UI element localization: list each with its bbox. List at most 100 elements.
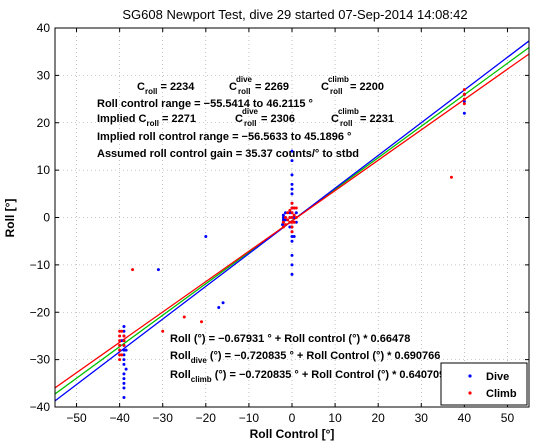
point-dive — [290, 182, 294, 186]
point-dive — [204, 234, 208, 238]
point-dive — [294, 220, 298, 224]
point-dive — [217, 306, 221, 310]
point-dive — [292, 216, 296, 219]
legend-label-climb: Climb — [486, 388, 517, 400]
point-dive — [122, 377, 126, 381]
legend: Dive Climb — [440, 362, 528, 406]
point-climb — [290, 230, 294, 234]
data-points — [118, 88, 466, 400]
gain-text: Assumed roll control gain = 35.37 counts… — [97, 148, 359, 160]
point-dive — [122, 324, 126, 328]
x-tick-label: 10 — [328, 411, 342, 425]
point-dive — [281, 213, 285, 217]
point-climb — [290, 201, 294, 205]
point-dive — [290, 187, 294, 191]
fit-equation-dive: Rolldive (°) = −0.720835 ° + Roll Contro… — [170, 350, 440, 365]
point-climb — [118, 358, 122, 362]
point-climb — [462, 102, 466, 106]
legend-label-dive: Dive — [486, 371, 509, 383]
point-climb — [120, 329, 124, 333]
point-climb — [118, 353, 122, 357]
point-dive — [281, 223, 285, 227]
y-axis-ticks: −40 −30 −20 −10 0 10 20 30 40 — [30, 21, 529, 414]
point-climb — [118, 339, 122, 343]
point-climb — [462, 92, 466, 96]
point-dive — [462, 111, 466, 115]
y-tick-label: −10 — [30, 258, 51, 272]
point-dive — [122, 348, 126, 352]
point-climb — [286, 218, 290, 222]
c-roll-climb-label: Cclimb — [321, 75, 349, 93]
point-climb — [120, 353, 124, 357]
point-climb — [200, 320, 204, 324]
point-dive — [122, 358, 126, 362]
implied-c-dive-label: Cdive — [235, 107, 259, 125]
point-dive — [122, 329, 126, 333]
point-climb — [290, 211, 294, 215]
implied-c-dive-value: = 2306 — [261, 113, 295, 125]
point-dive — [462, 99, 466, 103]
x-axis-ticks: −50 −40 −30 −20 −10 0 10 20 30 40 50 — [66, 28, 514, 425]
point-climb — [131, 268, 135, 272]
point-dive — [124, 348, 128, 352]
point-climb — [182, 315, 186, 319]
x-tick-label: 50 — [501, 411, 515, 425]
annotation-block: Croll = 2234 Cdive roll = 2269 Cclimb ro… — [97, 75, 445, 384]
point-climb — [122, 343, 126, 347]
point-climb — [118, 334, 122, 338]
x-tick-label: −50 — [66, 411, 87, 425]
point-climb — [118, 343, 122, 347]
fit-equation-all: Roll (°) = −0.67931 ° + Roll control (°)… — [170, 333, 410, 345]
implied-c-climb-label: Cclimb — [331, 107, 359, 125]
point-climb — [292, 220, 296, 224]
roll-control-range-text: Roll control range = −55.5414 to 46.2115… — [97, 98, 313, 110]
implied-c-dive-sub: roll — [244, 119, 256, 128]
point-climb — [292, 213, 296, 217]
point-climb — [161, 329, 165, 333]
point-climb — [122, 339, 126, 343]
point-dive — [290, 253, 294, 257]
point-climb — [294, 206, 298, 210]
x-tick-label: −30 — [153, 411, 174, 425]
point-climb — [288, 216, 292, 219]
point-climb — [284, 223, 288, 227]
point-dive — [122, 381, 126, 385]
point-dive — [284, 218, 288, 222]
point-dive — [292, 234, 296, 238]
implied-range-text: Implied roll control range = −56.5633 to… — [97, 131, 351, 143]
x-tick-label: −40 — [109, 411, 130, 425]
c-roll-dive-value: = 2269 — [255, 81, 289, 93]
point-climb — [288, 220, 292, 224]
point-dive — [290, 173, 294, 177]
c-roll-dive-label: Cdive — [229, 75, 253, 93]
point-climb — [462, 97, 466, 101]
point-climb — [118, 329, 122, 333]
y-tick-label: 40 — [37, 21, 51, 35]
y-tick-label: 20 — [37, 116, 51, 130]
y-tick-label: −20 — [30, 305, 51, 319]
point-dive — [290, 263, 294, 267]
legend-marker-climb — [468, 391, 472, 395]
point-dive — [290, 234, 294, 238]
point-climb — [449, 175, 453, 179]
point-climb — [290, 225, 294, 229]
x-tick-label: 30 — [415, 411, 429, 425]
point-climb — [288, 208, 292, 212]
point-climb — [462, 88, 466, 92]
point-dive — [281, 216, 285, 219]
implied-c-roll-label: Implied Croll = 2271 — [97, 113, 196, 128]
point-climb — [286, 211, 290, 215]
y-tick-label: 30 — [37, 68, 51, 82]
axes-frame — [54, 27, 530, 408]
implied-c-climb-value: = 2231 — [360, 113, 394, 125]
point-climb — [290, 220, 294, 224]
point-dive — [288, 225, 292, 229]
y-tick-label: 10 — [37, 163, 51, 177]
point-climb — [281, 225, 285, 229]
point-dive — [284, 211, 288, 215]
point-dive — [290, 159, 294, 163]
y-tick-label: 0 — [43, 211, 50, 225]
c-roll-climb-value: = 2200 — [350, 81, 384, 93]
x-tick-label: 0 — [289, 411, 296, 425]
